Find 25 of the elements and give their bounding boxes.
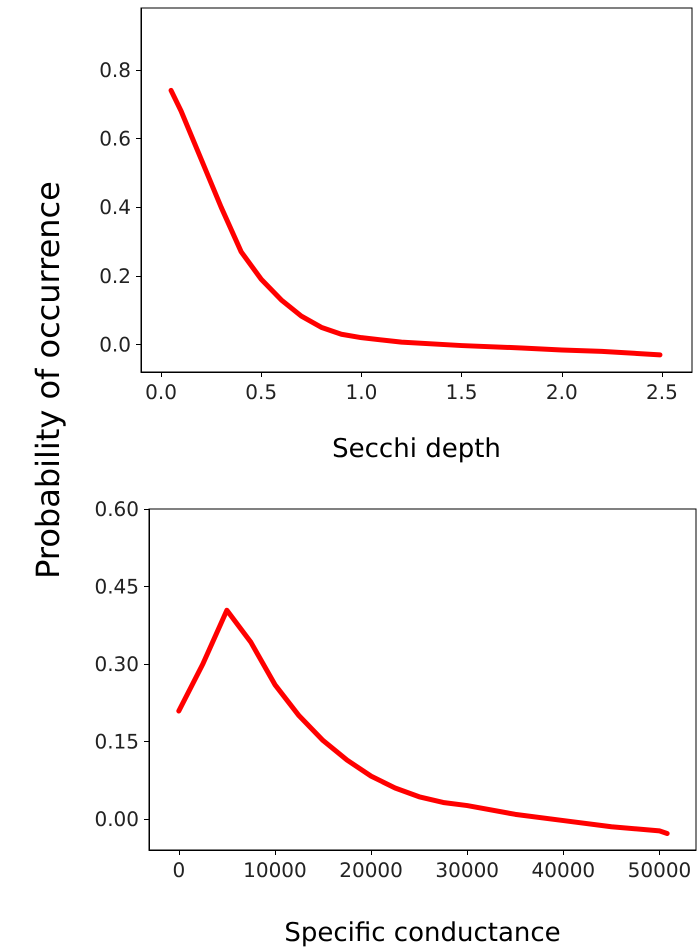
- x-tick-label: 40000: [532, 858, 596, 882]
- y-tick-label: 0.60: [94, 497, 139, 521]
- x-tick-label: 2.0: [546, 380, 578, 404]
- y-tick-label: 0.8: [99, 58, 131, 82]
- x-tick-label: 30000: [435, 858, 500, 882]
- x-tick-label: 1.5: [446, 380, 478, 404]
- x-tick-label: 0.0: [145, 380, 177, 404]
- y-tick-label: 0.00: [94, 807, 139, 831]
- x-tick-label: 0.5: [245, 380, 278, 404]
- y-tick-label: 0.4: [99, 195, 131, 220]
- x-tick-label: 10000: [243, 858, 307, 882]
- y-tick-label: 0.45: [94, 574, 139, 598]
- x-axis-title: Specific conductance: [284, 918, 561, 948]
- x-tick-label: 2.5: [646, 380, 678, 404]
- x-tick-label: 20000: [339, 858, 403, 882]
- x-tick-label: 50000: [628, 858, 692, 882]
- x-axis-title: Secchi depth: [332, 434, 501, 464]
- x-tick-label: 0: [172, 858, 186, 882]
- y-tick-label: 0.6: [99, 126, 131, 150]
- y-tick-label: 0.2: [99, 264, 131, 288]
- y-tick-label: 0.0: [99, 332, 131, 357]
- y-tick-label: 0.15: [94, 730, 139, 754]
- x-tick-label: 1.0: [345, 380, 378, 404]
- y-axis-title: Probability of occurrence: [29, 181, 67, 579]
- y-tick-label: 0.30: [94, 652, 139, 676]
